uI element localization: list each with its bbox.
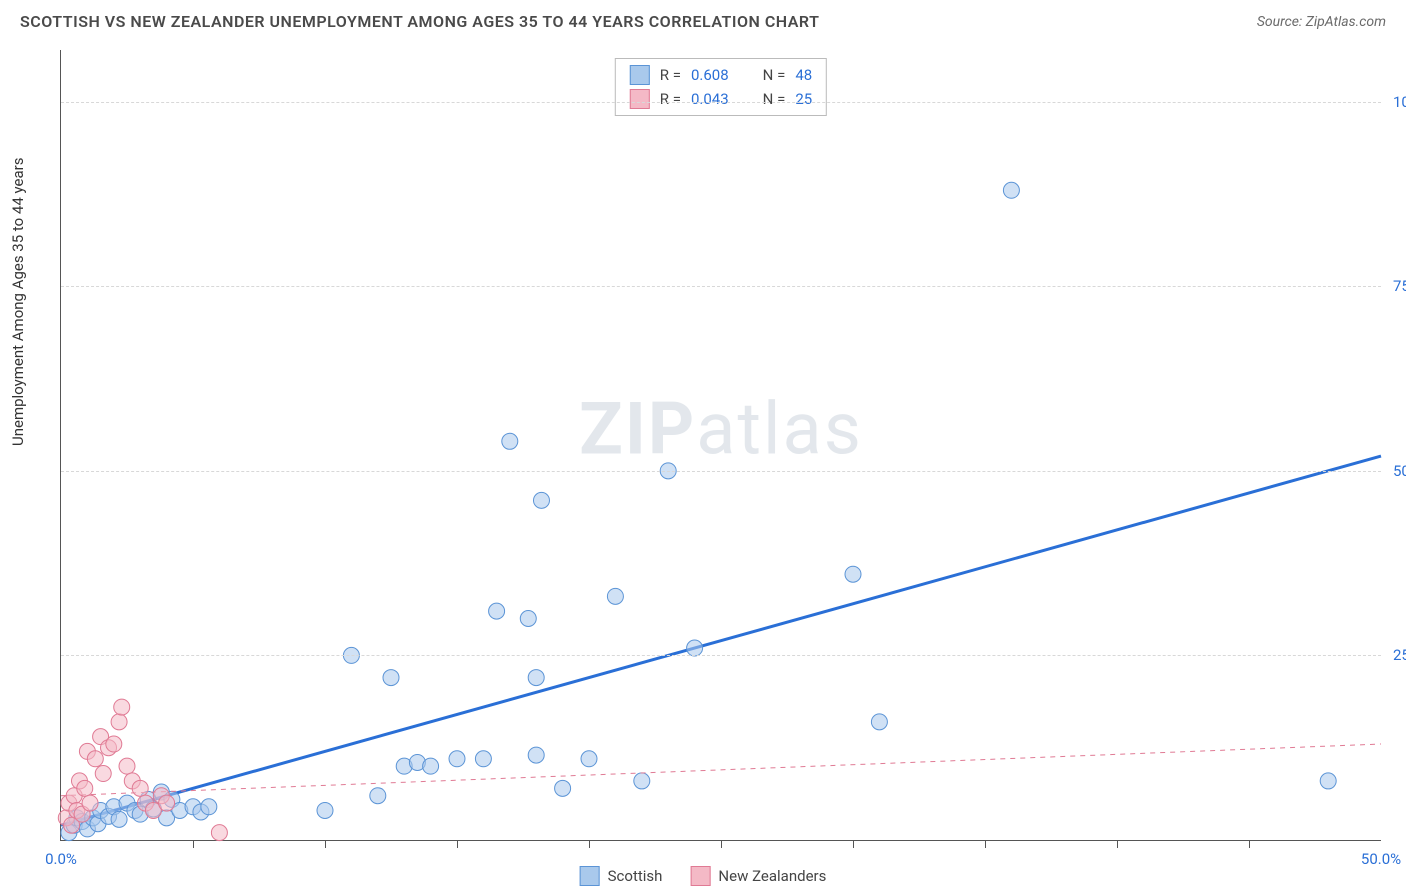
y-tick-label: 75.0% [1385,277,1406,295]
data-point[interactable] [111,811,127,827]
series-swatch [630,89,650,109]
stat-n-val: 25 [795,87,812,111]
data-point[interactable] [607,588,623,604]
x-tick-label: 0.0% [45,850,77,868]
data-point[interactable] [423,758,439,774]
data-point[interactable] [871,714,887,730]
data-point[interactable] [687,640,703,656]
grid-line [61,102,1381,103]
stat-r-key: R = [660,63,681,87]
data-point[interactable] [555,780,571,796]
data-point[interactable] [201,799,217,815]
stat-r-key: R = [660,87,681,111]
plot-area: ZIPatlas R =0.608N =48R =0.043N =25 25.0… [60,50,1381,841]
scatter-layer [61,50,1381,840]
data-point[interactable] [106,736,122,752]
grid-line [61,655,1381,656]
legend: Scottish New Zealanders [580,866,827,886]
data-point[interactable] [845,566,861,582]
source-link[interactable]: Source: ZipAtlas.com [1257,14,1386,30]
data-point[interactable] [475,751,491,767]
data-point[interactable] [383,670,399,686]
stat-n-val: 48 [795,63,812,87]
data-point[interactable] [119,758,135,774]
data-point[interactable] [317,802,333,818]
y-tick-label: 100.0% [1385,93,1406,111]
data-point[interactable] [449,751,465,767]
data-point[interactable] [489,603,505,619]
y-tick-label: 50.0% [1385,462,1406,480]
data-point[interactable] [111,714,127,730]
legend-label: Scottish [608,867,663,885]
legend-item[interactable]: Scottish [580,866,663,886]
data-point[interactable] [132,780,148,796]
data-point[interactable] [82,795,98,811]
stats-row: R = 0.608 N = 48 [630,63,812,87]
stat-r-val: 0.608 [691,63,729,87]
x-tick [985,840,986,848]
grid-line [61,471,1381,472]
stat-n-key: N = [763,87,786,111]
data-point[interactable] [114,699,130,715]
x-tick [721,840,722,848]
stats-row: R = 0.043 N = 25 [630,87,812,111]
data-point[interactable] [211,825,227,841]
series-swatch [630,65,650,85]
data-point[interactable] [533,492,549,508]
x-tick [1117,840,1118,848]
legend-swatch [690,866,710,886]
correlation-stats-box: R = 0.608 N = 48 R = 0.043 N = 25 [615,58,827,116]
y-tick-label: 25.0% [1385,646,1406,664]
data-point[interactable] [528,670,544,686]
data-point[interactable] [370,788,386,804]
stat-n-key: N = [763,63,786,87]
data-point[interactable] [581,751,597,767]
title-bar: SCOTTISH VS NEW ZEALANDER UNEMPLOYMENT A… [20,12,1386,31]
y-axis-label: Unemployment Among Ages 35 to 44 years [9,158,27,446]
stat-r-val: 0.043 [691,87,729,111]
x-tick [457,840,458,848]
legend-item[interactable]: New Zealanders [690,866,826,886]
data-point[interactable] [95,766,111,782]
x-tick [325,840,326,848]
data-point[interactable] [502,433,518,449]
x-tick [193,840,194,848]
data-point[interactable] [528,747,544,763]
data-point[interactable] [87,751,103,767]
data-point[interactable] [1003,182,1019,198]
x-tick-label: 50.0% [1361,850,1401,868]
x-tick [1249,840,1250,848]
data-point[interactable] [159,795,175,811]
data-point[interactable] [520,611,536,627]
x-tick [853,840,854,848]
data-point[interactable] [1320,773,1336,789]
legend-swatch [580,866,600,886]
legend-label: New Zealanders [718,867,826,885]
grid-line [61,286,1381,287]
data-point[interactable] [77,780,93,796]
data-point[interactable] [634,773,650,789]
x-tick [589,840,590,848]
chart-title: SCOTTISH VS NEW ZEALANDER UNEMPLOYMENT A… [20,12,819,31]
